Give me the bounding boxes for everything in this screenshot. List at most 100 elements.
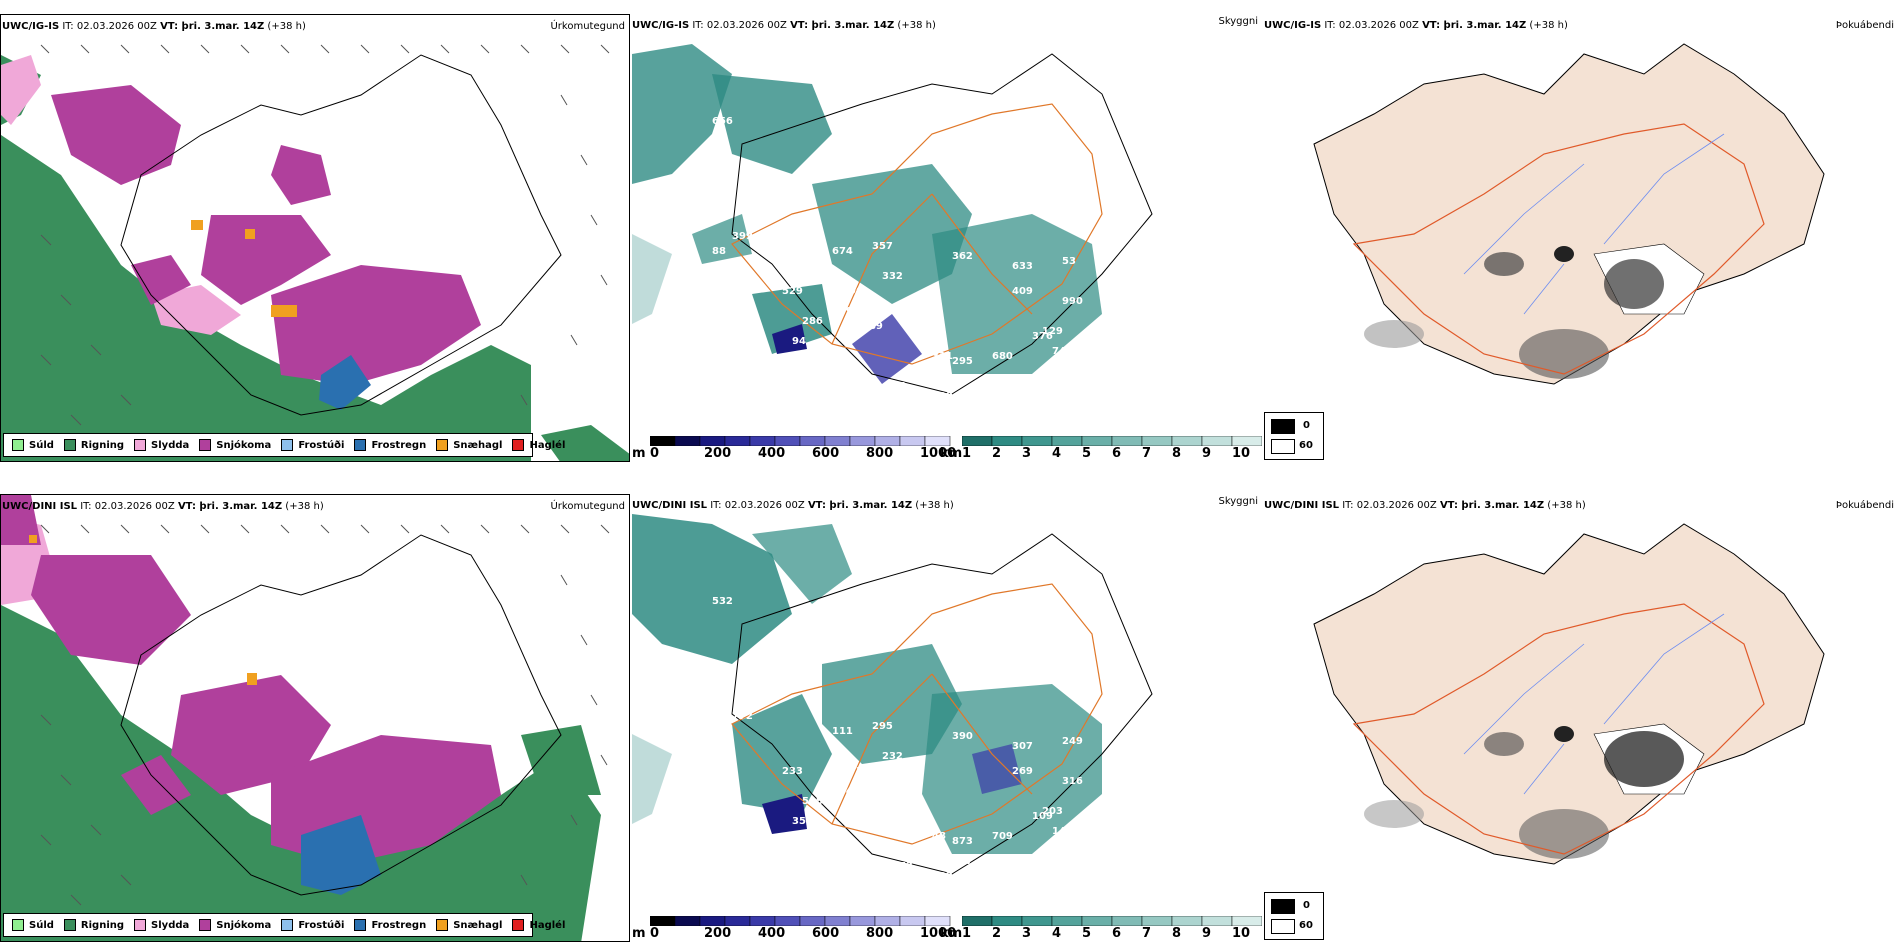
ceiling-tick: 400	[758, 926, 786, 941]
legend-label: Snæhagl	[453, 439, 503, 451]
ceiling-color-step	[674, 916, 701, 926]
ceiling-label: 709	[992, 831, 1013, 842]
ceiling-tick: 1000	[920, 446, 957, 461]
visibility-tick: 2	[992, 926, 1002, 941]
ceiling-color-step	[650, 436, 676, 446]
legend-item-6: Snæhagl	[436, 439, 502, 451]
lead-time: (+38 h)	[1529, 20, 1568, 31]
visibility-unit: km	[940, 926, 963, 941]
init-time: IT: 02.03.2026 00Z	[710, 500, 805, 511]
cloud-legend-0: 0	[1303, 420, 1310, 431]
visibility-tick: 2	[992, 446, 1002, 461]
ceiling-label: 196	[842, 286, 863, 297]
model-name: UWC/DINI ISL	[632, 500, 708, 511]
cloud-legend-1: 60	[1299, 440, 1313, 451]
visibility-tick: 1	[962, 926, 972, 941]
legend-label: Frostúði	[298, 919, 345, 931]
precip-title: Úrkomutegund	[550, 501, 625, 512]
visibility-color-step	[1081, 436, 1113, 446]
ceiling-tick: 1000	[920, 926, 957, 941]
visibility-colorbar-bottom: km 1 2 3 4 5 6 7 8 9 10	[940, 916, 1262, 942]
legend-item-1: Rigning	[63, 919, 124, 931]
ceiling-label: 684	[832, 786, 853, 797]
lead-time: (+38 h)	[267, 21, 306, 32]
ceiling-color-step	[799, 436, 826, 446]
ceiling-label: 176	[862, 801, 883, 812]
visibility-tick: 8	[1172, 446, 1182, 461]
ceiling-label: 357	[792, 816, 813, 827]
visibility-map-bottom	[632, 514, 1153, 875]
roads	[1352, 603, 1765, 855]
white-swatch	[1271, 439, 1295, 454]
legend-swatch	[134, 439, 147, 451]
white-swatch	[1271, 919, 1295, 934]
ceiling-label: 748	[1052, 346, 1073, 357]
valid-time: VT: þri. 3.mar. 14Z	[1439, 500, 1545, 511]
ceiling-label: 273	[892, 861, 913, 872]
wind-barbs	[40, 524, 610, 906]
ceiling-tick: 600	[812, 446, 840, 461]
ceiling-label: 633	[1012, 261, 1033, 272]
ceiling-colorbar-bottom: m 0 200 400 600 800 1000	[632, 916, 956, 942]
ceiling-label: 233	[782, 766, 803, 777]
ceiling-label: 50	[802, 351, 816, 362]
ceiling-label: 141	[1052, 826, 1073, 837]
visibility-unit: km	[940, 446, 963, 461]
cloud-legend-top: 0 60	[1264, 412, 1324, 460]
visibility-tick: 4	[1052, 446, 1062, 461]
ceiling-tick: 200	[704, 926, 732, 941]
precip-legend: Súld Rigning Slydda Snjókoma Frostúði Frostre…	[3, 913, 565, 937]
visibility-color-step	[1111, 916, 1143, 926]
ceiling-label: 286	[802, 316, 823, 327]
visibility-tick: 1	[962, 446, 972, 461]
legend-swatch	[281, 919, 294, 931]
visibility-color-step	[1201, 436, 1233, 446]
lead-time: (+38 h)	[285, 501, 324, 512]
legend-item-7: Haglél	[512, 919, 565, 931]
ceiling-tick: 800	[866, 926, 894, 941]
legend-swatch	[63, 439, 76, 451]
precip-header-top: UWC/IG-IS IT: 02.03.2026 00Z VT: þri. 3.…	[2, 21, 306, 32]
legend-label: Snjókoma	[216, 439, 272, 451]
ceiling-label: 357	[872, 241, 893, 252]
legend-item-5: Frostregn	[354, 919, 426, 931]
ceiling-label: 273	[842, 766, 863, 777]
ceiling-label: 529	[782, 286, 803, 297]
visibility-tick: 5	[1082, 926, 1092, 941]
ceiling-label: 390	[952, 731, 973, 742]
cloud-title: Þokuábendi	[1835, 20, 1894, 31]
ceiling-label: 295	[952, 356, 973, 367]
ceiling-labels-bottom: 532 772 152 111 295 390 307 249 233 273 232 269 684 3…	[712, 596, 1083, 897]
visibility-color-step	[1081, 916, 1113, 926]
legend-item-7: Haglél	[512, 439, 565, 451]
cloud-map-bottom	[1313, 523, 1825, 865]
legend-label: Rigning	[80, 439, 125, 451]
ceiling-color-step	[650, 916, 676, 926]
legend-swatch	[354, 919, 367, 931]
model-name: UWC/IG-IS	[2, 21, 60, 32]
ceiling-color-step	[899, 436, 926, 446]
ceiling-label: 88	[712, 246, 726, 257]
legend-item-6: Snæhagl	[436, 919, 502, 931]
legend-item-3: Snjókoma	[199, 439, 271, 451]
init-time: IT: 02.03.2026 00Z	[1324, 20, 1419, 31]
visibility-tick: 3	[1022, 926, 1032, 941]
legend-item-2: Slydda	[134, 439, 189, 451]
visibility-tick: 3	[1022, 446, 1032, 461]
ceiling-label: 680	[992, 351, 1013, 362]
legend-swatch	[12, 919, 24, 931]
ceiling-label: 409	[1012, 286, 1033, 297]
legend-label: Snæhagl	[453, 919, 503, 931]
ceiling-label: 532	[712, 596, 733, 607]
visibility-tick: 9	[1202, 446, 1212, 461]
ceiling-label: 332	[882, 271, 903, 282]
visibility-color-step	[1141, 436, 1173, 446]
ceiling-label: 656	[712, 116, 733, 127]
visibility-color-step	[962, 916, 993, 926]
visibility-color-step	[1111, 436, 1143, 446]
ceiling-unit: m	[632, 926, 646, 941]
ceiling-tick: 400	[758, 446, 786, 461]
ceiling-label: 683	[922, 366, 943, 377]
ceiling-color-step	[699, 916, 726, 926]
rivers	[1463, 133, 1725, 315]
